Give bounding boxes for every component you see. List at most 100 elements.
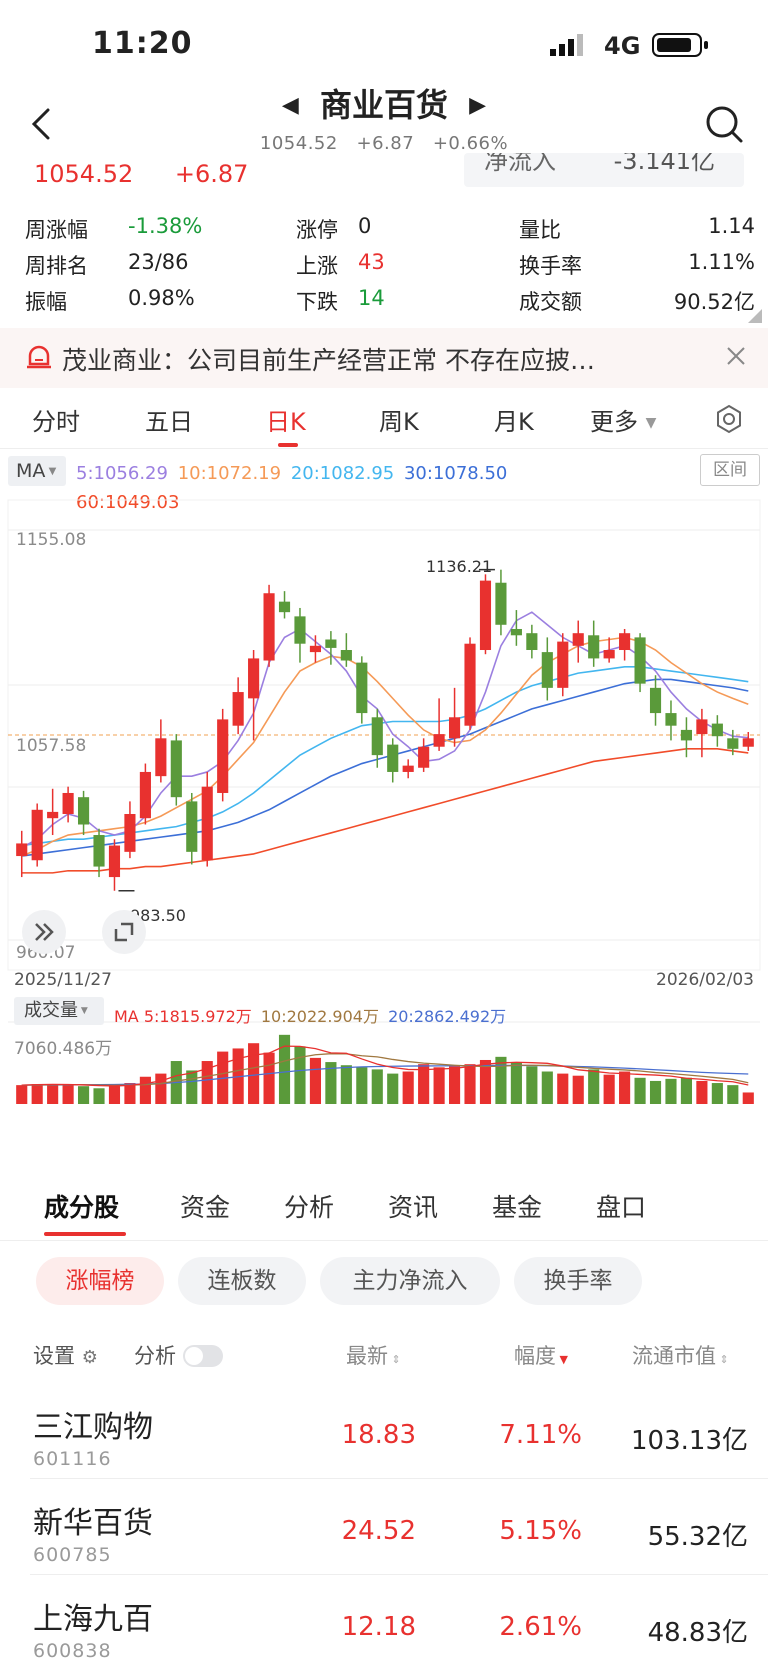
candle-body	[170, 740, 182, 798]
candle-body	[479, 580, 492, 651]
network-label: 4G	[604, 32, 641, 60]
candle-body	[510, 628, 522, 636]
next-arrow-icon[interactable]: ▶	[469, 93, 487, 118]
candle-body	[93, 835, 105, 867]
candle-body	[696, 719, 708, 735]
battery-icon	[652, 32, 710, 62]
caret-down-icon: ▼	[78, 1006, 88, 1016]
tab-five-day[interactable]: 五日	[145, 408, 193, 436]
down-count-value: 14	[358, 286, 385, 310]
candle-body	[62, 792, 74, 814]
chip-turnover[interactable]: 换手率	[514, 1257, 642, 1305]
tab-more-label: 更多	[590, 408, 638, 436]
tab-fund[interactable]: 基金	[492, 1193, 543, 1222]
table-analysis-toggle[interactable]: 分析	[134, 1340, 223, 1370]
volume-selector[interactable]: 成交量 ▼	[14, 997, 104, 1025]
vol-ma20-value: 20:2862.492万	[388, 1007, 507, 1026]
col-change-label: 幅度	[514, 1344, 556, 1368]
row-divider	[30, 1478, 768, 1479]
col-latest[interactable]: 最新 ⇕	[346, 1340, 401, 1370]
range-button[interactable]: 区间	[700, 454, 760, 486]
active-tab-indicator	[278, 443, 298, 447]
week-rank-value: 23/86	[128, 250, 189, 274]
candle-body	[371, 717, 383, 756]
tab-order-book[interactable]: 盘口	[596, 1193, 647, 1222]
tab-weekly-k[interactable]: 周K	[379, 408, 419, 436]
volume-ma-lines	[21, 1045, 749, 1087]
volume-bar	[742, 1092, 754, 1104]
news-banner[interactable]: 茂业商业：公司目前生产经营正常 不存在应披…	[0, 328, 768, 388]
down-count-label: 下跌	[296, 290, 338, 314]
chip-consecutive-limit[interactable]: 连板数	[178, 1257, 306, 1305]
candle-body	[680, 729, 693, 741]
volume-bars	[8, 1021, 760, 1104]
expand-corner-icon[interactable]	[748, 308, 762, 327]
volume-bar	[248, 1043, 260, 1104]
netflow-label: 净流入	[484, 153, 556, 175]
col-change[interactable]: 幅度 ▼	[514, 1340, 568, 1370]
header-price: 1054.52	[259, 133, 338, 154]
expand-left-icon[interactable]	[22, 910, 66, 954]
volume-bar	[680, 1077, 693, 1104]
caret-down-icon: ▼	[45, 466, 57, 477]
candle-body	[433, 734, 445, 747]
ma-selector[interactable]: MA ▼	[8, 456, 66, 486]
candle-body	[77, 797, 90, 825]
candle-body	[155, 738, 167, 777]
candle-body	[557, 641, 569, 688]
table-settings[interactable]: 设置 ⚙	[33, 1340, 98, 1370]
tab-funds[interactable]: 资金	[180, 1193, 231, 1222]
table-row[interactable]: 上海九百 600838 12.18 2.61% 48.83亿	[0, 1582, 768, 1662]
search-icon[interactable]	[704, 104, 744, 144]
chip-main-netflow[interactable]: 主力净流入	[320, 1257, 500, 1305]
tab-intraday[interactable]: 分时	[32, 408, 80, 436]
date-end-label: 2026/02/03	[656, 970, 754, 990]
date-start-label: 2025/11/27	[14, 970, 112, 990]
chip-gainers[interactable]: 涨幅榜	[36, 1257, 164, 1305]
volume-bar	[433, 1067, 445, 1104]
tab-analysis[interactable]: 分析	[284, 1193, 335, 1222]
sort-icon: ⇕	[388, 1353, 401, 1366]
axis-top-label: 1155.08	[16, 530, 87, 550]
back-icon[interactable]	[22, 104, 62, 144]
table-row[interactable]: 三江购物 601116 18.83 7.11% 103.13亿	[0, 1390, 768, 1486]
volume-bar	[325, 1062, 337, 1104]
settings-icon[interactable]	[714, 404, 744, 438]
volume-bar	[464, 1064, 476, 1104]
volume-bar	[572, 1075, 584, 1104]
volume-bar	[62, 1084, 74, 1104]
week-rank-label: 周排名	[25, 254, 88, 278]
prev-arrow-icon[interactable]: ◀	[281, 93, 299, 118]
chart-grid	[7, 499, 761, 971]
volume-bar	[448, 1066, 461, 1104]
fullscreen-icon[interactable]	[102, 910, 146, 954]
row-divider	[30, 1574, 768, 1575]
tab-constituents[interactable]: 成分股	[44, 1193, 120, 1222]
col-mktcap[interactable]: 流通市值 ⇕	[632, 1340, 729, 1370]
stock-code: 600785	[33, 1544, 112, 1566]
candle-body	[418, 746, 430, 768]
tab-monthly-k[interactable]: 月K	[494, 408, 534, 436]
vol-ratio-label: 量比	[519, 218, 561, 242]
table-row[interactable]: 新华百货 600785 24.52 5.15% 55.32亿	[0, 1486, 768, 1582]
stock-mktcap: 103.13亿	[631, 1426, 748, 1456]
header-pct: +0.66%	[432, 133, 509, 154]
amplitude-label: 振幅	[25, 290, 67, 314]
analysis-label: 分析	[134, 1344, 176, 1368]
tab-more[interactable]: 更多 ▼	[590, 402, 656, 437]
close-icon[interactable]	[722, 342, 750, 374]
candle-body	[649, 687, 662, 714]
amplitude-value: 0.98%	[128, 286, 195, 310]
banner-text: 茂业商业：公司目前生产经营正常 不存在应披…	[62, 346, 595, 375]
kline-chart[interactable]	[0, 448, 768, 1168]
turnover-label: 换手率	[519, 254, 582, 278]
ma30-value: 30:1078.50	[403, 463, 508, 484]
header-subtitle: 1054.52 +6.87 +0.66%	[0, 133, 768, 154]
candle-body	[340, 650, 352, 661]
volume-selector-label: 成交量	[24, 1000, 78, 1021]
tab-news[interactable]: 资讯	[388, 1193, 439, 1222]
week-change-value: -1.38%	[128, 214, 203, 238]
netflow-box[interactable]: 净流入 -3.141亿	[464, 153, 744, 187]
tab-daily-k[interactable]: 日K	[266, 408, 306, 436]
volume-bar	[77, 1086, 90, 1104]
